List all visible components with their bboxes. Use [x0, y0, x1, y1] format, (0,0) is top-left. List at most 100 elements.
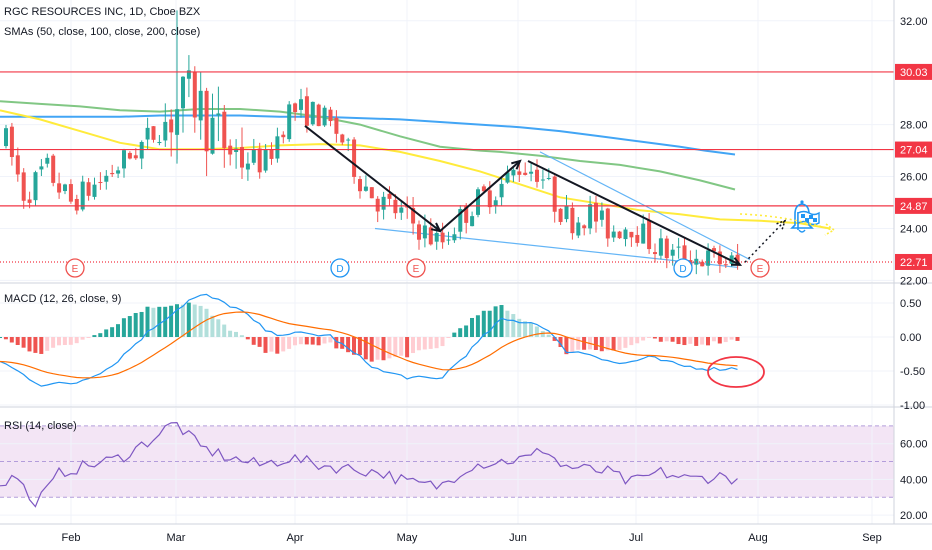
candle-body[interactable]: [45, 157, 50, 164]
candle-body[interactable]: [700, 261, 705, 267]
y-axes[interactable]: 22.00 24.00 26.00 28.00 32.00 0.50 0.00 -0.50 -1…: [900, 16, 928, 522]
candle-body[interactable]: [316, 104, 321, 127]
candle-body[interactable]: [417, 224, 421, 240]
candle-body[interactable]: [523, 172, 528, 175]
candle-body[interactable]: [15, 155, 20, 175]
event-marker[interactable]: [750, 258, 770, 278]
candle-body[interactable]: [86, 182, 91, 196]
candle-body[interactable]: [570, 207, 575, 234]
candle-body[interactable]: [116, 170, 121, 174]
candle-body[interactable]: [4, 128, 8, 147]
candle-body[interactable]: [452, 234, 457, 241]
candle-body[interactable]: [104, 175, 109, 182]
candle-body[interactable]: [611, 231, 616, 238]
candle-body[interactable]: [393, 199, 398, 214]
candle-body[interactable]: [346, 139, 351, 141]
candle-body[interactable]: [293, 103, 298, 113]
rsi-pane[interactable]: RSI (14, close): [0, 408, 894, 524]
candle-body[interactable]: [287, 104, 292, 140]
candle-body[interactable]: [653, 252, 657, 255]
candle-body[interactable]: [139, 141, 144, 159]
candle-body[interactable]: [310, 101, 315, 125]
candle-body[interactable]: [27, 199, 32, 203]
macd-pane[interactable]: MACD (12, 26, close, 9): [0, 284, 894, 407]
candle-body[interactable]: [352, 139, 357, 177]
candle-body[interactable]: [411, 207, 416, 224]
candle-body[interactable]: [676, 246, 681, 248]
candle-body[interactable]: [281, 134, 286, 138]
candle-body[interactable]: [434, 232, 439, 242]
candle-body[interactable]: [594, 202, 598, 222]
candle-body[interactable]: [599, 210, 604, 220]
candle-body[interactable]: [334, 117, 339, 134]
candle-body[interactable]: [717, 251, 722, 265]
candle-body[interactable]: [399, 207, 404, 213]
drawn-arrow[interactable]: [304, 125, 441, 232]
candle-body[interactable]: [558, 208, 563, 222]
candle-body[interactable]: [181, 76, 185, 109]
candle-body[interactable]: [127, 152, 132, 159]
candle-body[interactable]: [234, 148, 239, 152]
candle-body[interactable]: [122, 150, 126, 169]
event-marker[interactable]: [406, 258, 426, 278]
candle-body[interactable]: [381, 196, 386, 210]
candle-body[interactable]: [204, 90, 209, 152]
candle-body[interactable]: [74, 198, 79, 211]
candle-body[interactable]: [269, 149, 274, 159]
candle-body[interactable]: [169, 119, 174, 133]
event-marker[interactable]: [65, 258, 85, 278]
candle-body[interactable]: [405, 206, 410, 208]
candle-body[interactable]: [39, 166, 44, 170]
candle-body[interactable]: [458, 209, 463, 232]
candle-body[interactable]: [446, 239, 451, 241]
candle-body[interactable]: [487, 190, 492, 208]
hand-drawn-circle[interactable]: [707, 356, 765, 388]
candle-body[interactable]: [564, 205, 569, 220]
candle-body[interactable]: [358, 179, 362, 192]
candle-body[interactable]: [712, 248, 716, 252]
candle-body[interactable]: [517, 171, 522, 175]
candle-body[interactable]: [322, 107, 327, 126]
candle-body[interactable]: [535, 169, 539, 182]
candle-body[interactable]: [57, 183, 62, 193]
candle-body[interactable]: [369, 187, 374, 199]
candle-body[interactable]: [98, 182, 103, 184]
candle-body[interactable]: [257, 148, 262, 173]
candle-body[interactable]: [263, 149, 268, 171]
candle-body[interactable]: [363, 186, 368, 191]
candle-body[interactable]: [635, 234, 640, 243]
candle-body[interactable]: [375, 198, 380, 212]
x-axis[interactable]: Feb Mar Apr May Jun Jul Aug Sep: [62, 532, 882, 544]
price-pane[interactable]: 30.03 27.04 24.87 22.71 E D E D E RGC RESOURCES…: [0, 0, 932, 283]
candle-body[interactable]: [245, 163, 250, 170]
candle-body[interactable]: [299, 99, 303, 110]
candle-body[interactable]: [511, 169, 516, 176]
candle-body[interactable]: [428, 227, 433, 245]
candle-body[interactable]: [505, 172, 510, 183]
drawn-arrows[interactable]: [304, 125, 787, 266]
candle-body[interactable]: [192, 71, 197, 118]
candle-body[interactable]: [529, 171, 534, 174]
candle-body[interactable]: [540, 179, 545, 181]
candles[interactable]: [4, 10, 740, 276]
event-marker[interactable]: [673, 258, 693, 278]
candle-body[interactable]: [68, 184, 73, 202]
candle-body[interactable]: [552, 176, 557, 212]
candle-body[interactable]: [186, 70, 191, 79]
candle-body[interactable]: [251, 149, 256, 163]
candle-body[interactable]: [33, 172, 38, 201]
candle-body[interactable]: [157, 142, 162, 144]
candle-body[interactable]: [647, 220, 652, 250]
candle-body[interactable]: [623, 229, 628, 240]
candle-body[interactable]: [222, 111, 227, 149]
candle-body[interactable]: [340, 134, 345, 143]
candle-body[interactable]: [387, 193, 392, 199]
candle-body[interactable]: [151, 126, 156, 140]
candle-body[interactable]: [328, 109, 333, 122]
candle-body[interactable]: [304, 96, 309, 126]
candle-body[interactable]: [670, 249, 675, 256]
drawn-arrow[interactable]: [439, 160, 521, 232]
candle-body[interactable]: [546, 177, 551, 179]
candle-body[interactable]: [440, 232, 445, 243]
